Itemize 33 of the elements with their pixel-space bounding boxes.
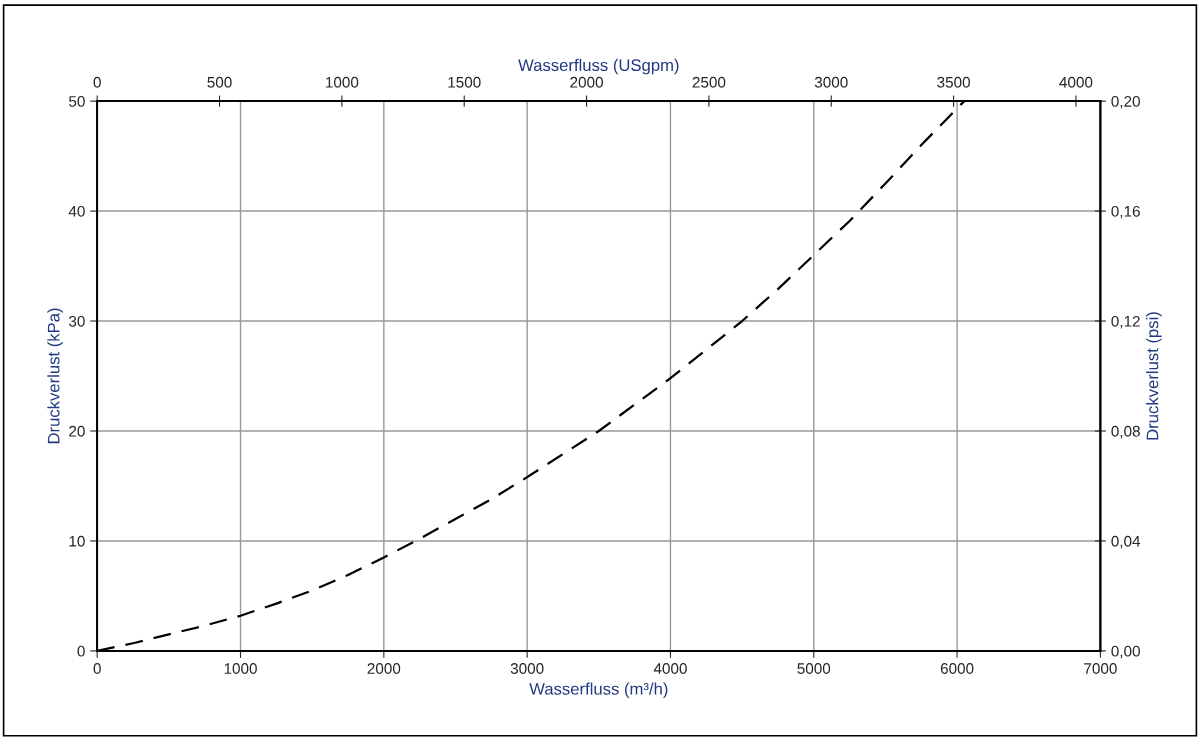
x2-tick-label: 500 — [207, 76, 232, 88]
y-tick-label: 0 — [77, 645, 85, 657]
x2-tick-label: 1500 — [448, 76, 481, 88]
x-tick-label: 5000 — [797, 663, 831, 674]
x-tick-label: 6000 — [940, 663, 974, 674]
y-tick-label: 10 — [69, 535, 85, 547]
y-axis-title: Druckverlust (kPa) — [47, 308, 63, 444]
y-tick-label: 40 — [68, 205, 85, 217]
x2-tick-label: 1000 — [326, 76, 359, 88]
y-tick-label: 30 — [68, 315, 85, 327]
y-tick-label: 50 — [69, 95, 85, 107]
x-tick-label: 0 — [93, 663, 101, 674]
y2-axis-title: Druckverlust (psi) — [1146, 312, 1162, 440]
x-tick-label: 7000 — [1084, 663, 1117, 674]
y2-tick-label: 0,08 — [1111, 425, 1140, 439]
x-tick-label: 2000 — [367, 663, 401, 674]
x2-tick-label: 0 — [93, 76, 101, 88]
y-tick-label: 20 — [69, 425, 85, 437]
y2-tick-label: 0,00 — [1111, 645, 1140, 659]
x2-axis-title: Wasserfluss (USgpm) — [518, 58, 679, 75]
x-tick-label: 1000 — [224, 663, 257, 674]
x2-tick-label: 3500 — [937, 76, 970, 88]
x2-tick-label: 2000 — [570, 76, 603, 88]
x2-tick-label: 3000 — [814, 76, 848, 88]
y2-tick-label: 0,20 — [1111, 95, 1140, 109]
y2-tick-label: 0,16 — [1111, 205, 1140, 219]
x2-tick-label: 4000 — [1059, 76, 1093, 88]
x-tick-label: 3000 — [510, 663, 544, 674]
x-axis-title: Wasserfluss (m³/h) — [529, 682, 668, 699]
x-tick-label: 4000 — [653, 663, 687, 674]
x2-tick-label: 2500 — [692, 76, 726, 88]
y2-tick-label: 0,12 — [1111, 315, 1140, 329]
y2-tick-label: 0,04 — [1111, 535, 1141, 549]
